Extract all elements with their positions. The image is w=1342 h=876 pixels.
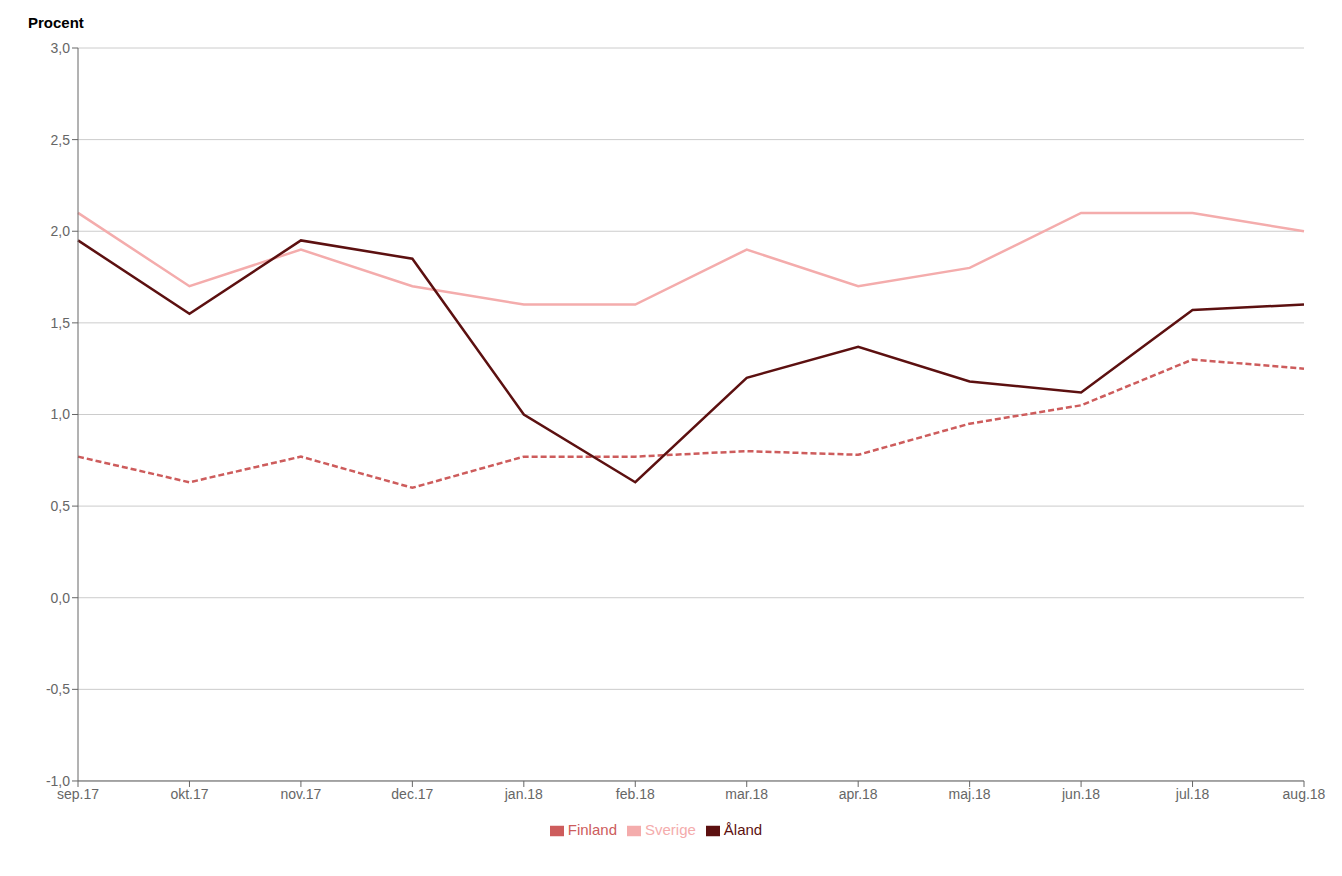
svg-text:2,0: 2,0 (51, 223, 71, 239)
svg-text:dec.17: dec.17 (391, 786, 433, 802)
svg-text:okt.17: okt.17 (170, 786, 208, 802)
svg-text:aug.18: aug.18 (1283, 786, 1326, 802)
svg-text:1,5: 1,5 (51, 315, 71, 331)
html-text:Åland: Åland (723, 821, 763, 838)
svg-text:-0,5: -0,5 (46, 681, 70, 697)
html-text:Procent: Procent (28, 14, 84, 31)
html-text:Finland: Finland (567, 821, 617, 838)
svg-text:2,5: 2,5 (51, 132, 71, 148)
svg-text:jan.18: jan.18 (504, 786, 543, 802)
svg-text:mar.18: mar.18 (725, 786, 768, 802)
svg-text:jun.18: jun.18 (1061, 786, 1100, 802)
svg-text:0,5: 0,5 (51, 498, 71, 514)
svg-text:sep.17: sep.17 (57, 785, 99, 802)
svg-text:jul.18: jul.18 (1175, 786, 1210, 802)
svg-text:feb.18: feb.18 (616, 786, 655, 802)
svg-text:nov.17: nov.17 (280, 786, 321, 802)
svg-text:-1,0: -1,0 (46, 773, 70, 789)
svg-text:apr.18: apr.18 (839, 786, 878, 802)
svg-text:maj.18: maj.18 (949, 786, 991, 802)
svg-text:3,0: 3,0 (51, 40, 71, 56)
svg-text:1,0: 1,0 (51, 406, 71, 422)
html-text:Sverige: Sverige (645, 821, 696, 838)
svg-text:0,0: 0,0 (51, 590, 71, 606)
